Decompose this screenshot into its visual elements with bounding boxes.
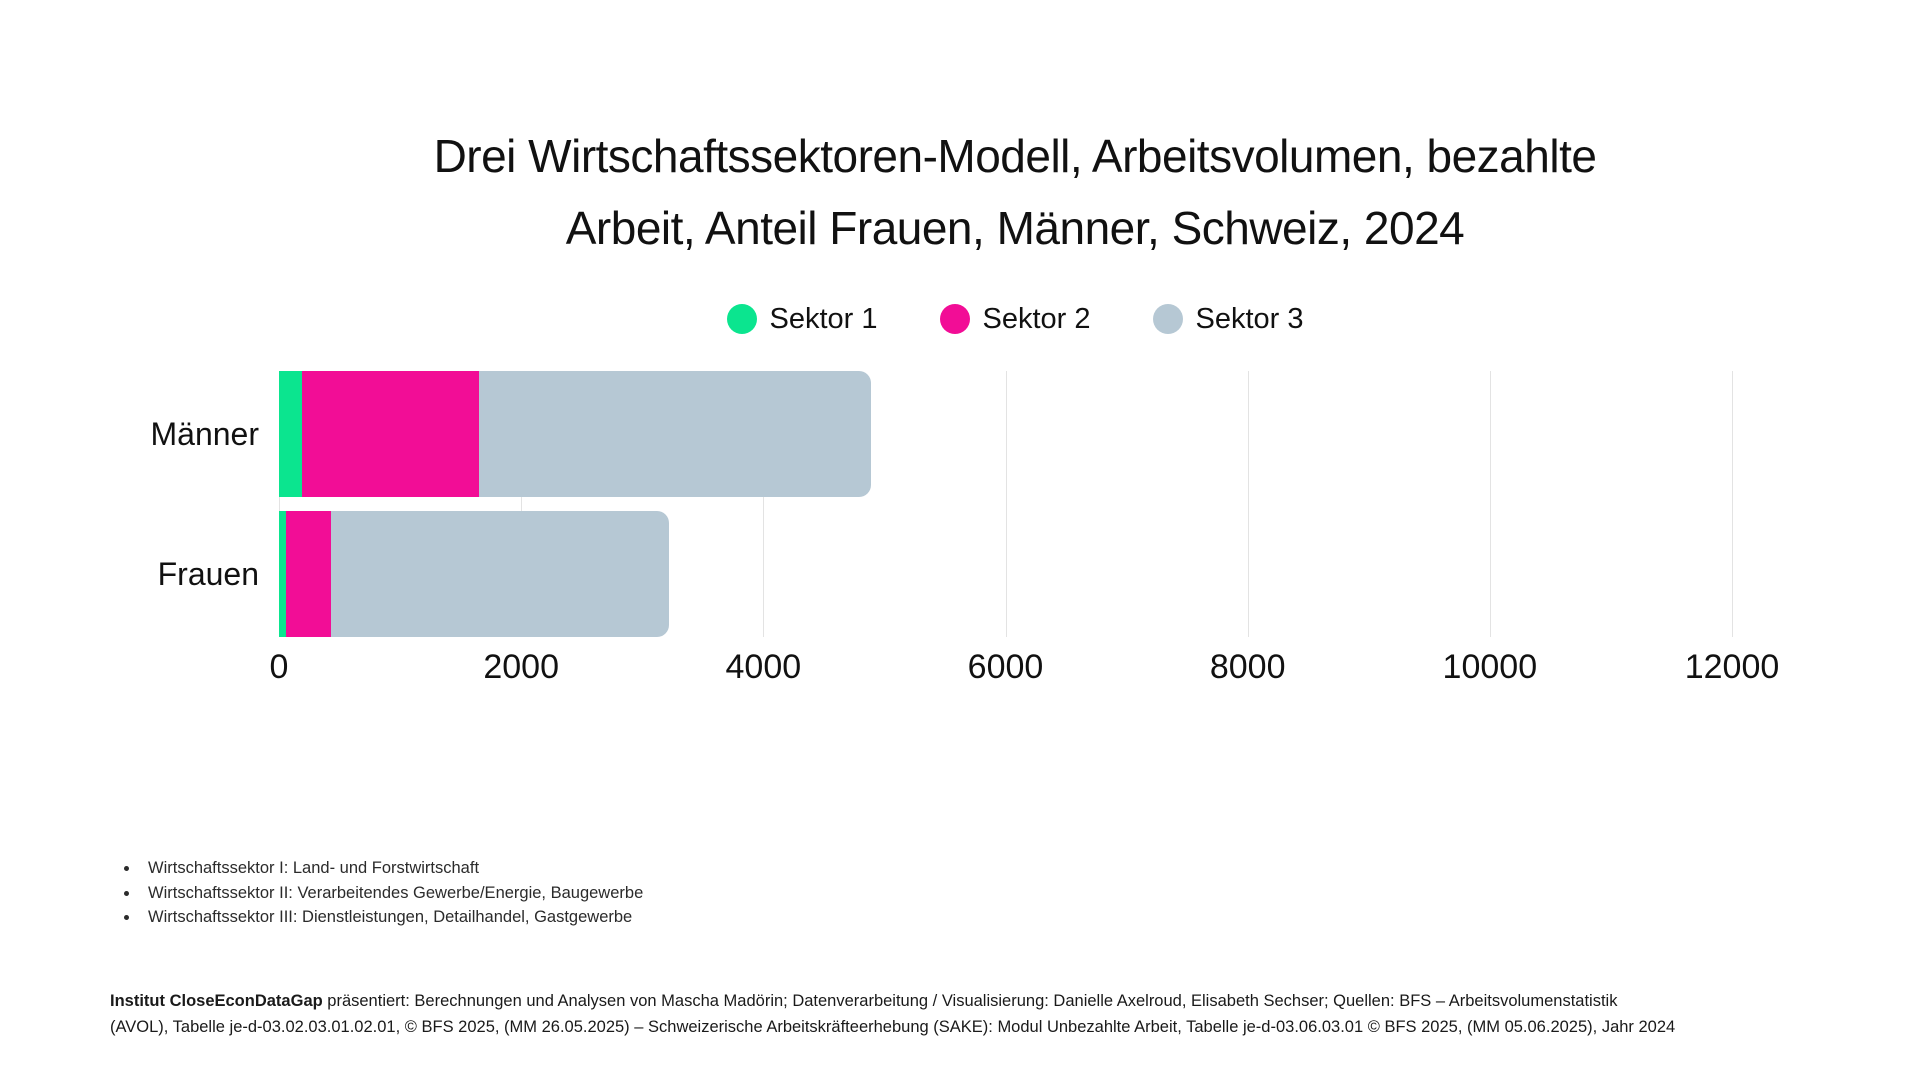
gridline-4000 [763, 371, 765, 637]
bar-segment-sektor-3-frauen [331, 511, 669, 637]
footer-institute: Institut CloseEconDataGap [110, 992, 323, 1010]
gridline-6000 [1005, 371, 1007, 637]
footer-line2: (AVOL), Tabelle je-d-03.02.03.01.02.01, … [110, 1018, 1676, 1036]
x-tick-label-8000: 8000 [1209, 648, 1286, 686]
bar-segment-sektor-1-maenner [279, 371, 302, 497]
gridline-12000 [1732, 371, 1733, 637]
footnote-sektor-1: Wirtschaftssektor I: Land- und Forstwirt… [140, 856, 643, 881]
gridline-8000 [1247, 371, 1249, 637]
footnote-sektor-3: Wirtschaftssektor III: Dienstleistungen,… [140, 905, 643, 930]
footnotes: Wirtschaftssektor I: Land- und Forstwirt… [122, 856, 643, 930]
legend-label-sektor-3: Sektor 3 [1195, 302, 1304, 335]
x-tick-label-10000: 10000 [1442, 648, 1538, 686]
bar-segment-sektor-2-frauen [286, 511, 332, 637]
bar-segment-sektor-1-frauen [279, 511, 287, 637]
chart-title: Drei Wirtschaftssektoren-Modell, Arbeits… [110, 120, 1920, 264]
chart-title-line2: Arbeit, Anteil Frauen, Männer, Schweiz, … [565, 202, 1465, 254]
chart-title-line1: Drei Wirtschaftssektoren-Modell, Arbeits… [433, 130, 1597, 182]
gridline-0 [279, 371, 280, 637]
sektor-3-swatch-icon [1152, 304, 1183, 334]
footer-line1: präsentiert: Berechnungen und Analysen v… [322, 992, 1618, 1010]
x-tick-label-2000: 2000 [483, 648, 559, 686]
legend-item-sektor-3: Sektor 3 [1152, 302, 1304, 336]
x-tick-label-4000: 4000 [725, 648, 802, 686]
legend-item-sektor-2: Sektor 2 [939, 302, 1091, 336]
x-axis: 0 2000 4000 6000 8000 10000 12000 [270, 648, 1780, 688]
x-tick-label-6000: 6000 [967, 648, 1044, 686]
source-footer: Institut CloseEconDataGap präsentiert: B… [110, 988, 1880, 1040]
bar-segment-sektor-3-maenner [478, 371, 872, 497]
gridline-10000 [1489, 371, 1491, 637]
x-tick-label-0: 0 [269, 648, 289, 686]
category-label-frauen: Frauen [157, 556, 259, 592]
x-tick-label-12000: 12000 [1684, 648, 1780, 686]
legend: Sektor 1 Sektor 2 Sektor 3 [110, 300, 1920, 338]
bar-segment-sektor-2-maenner [302, 371, 479, 497]
footnote-sektor-2: Wirtschaftssektor II: Verarbeitendes Gew… [140, 881, 643, 906]
legend-label-sektor-2: Sektor 2 [982, 302, 1091, 335]
gridline-2000 [521, 371, 523, 637]
sektor-2-swatch-icon [939, 304, 970, 334]
plot-area: Männer Frauen 0 2000 4000 6000 8000 10000 12000 [151, 371, 1779, 686]
category-label-maenner: Männer [150, 416, 260, 452]
legend-item-sektor-1: Sektor 1 [726, 302, 878, 336]
bar-row-frauen: Frauen [158, 511, 669, 637]
sektor-1-swatch-icon [726, 304, 757, 334]
bar-row-maenner: Männer [151, 371, 872, 497]
legend-label-sektor-1: Sektor 1 [769, 302, 878, 335]
